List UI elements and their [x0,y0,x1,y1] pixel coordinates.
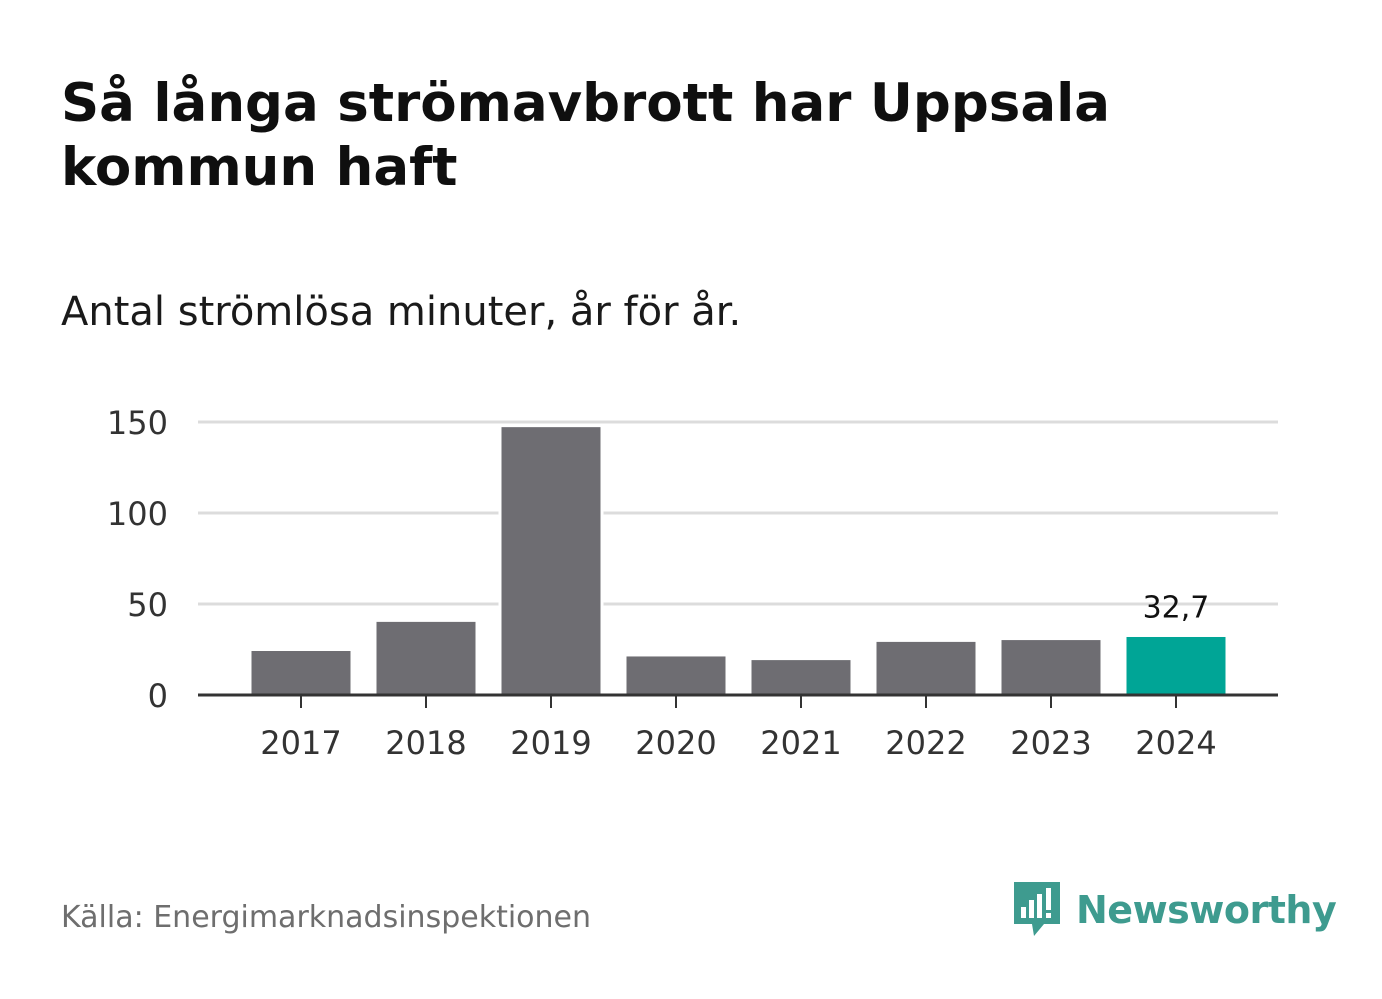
y-tick-label: 100 [107,495,168,533]
bar-2020 [623,653,729,697]
x-tick-label: 2019 [510,724,591,762]
x-tick-label: 2017 [260,724,341,762]
x-tick-label: 2023 [1010,724,1091,762]
x-tick-label: 2024 [1135,724,1216,762]
bar-2018 [373,618,479,697]
data-label: 32,7 [1143,590,1210,625]
x-tick-label: 2022 [885,724,966,762]
chart-subtitle: Antal strömlösa minuter, år för år. [61,289,742,335]
bar-2019 [498,424,604,697]
y-tick-label: 50 [127,586,168,624]
y-tick-label: 150 [107,404,168,442]
x-tick-label: 2018 [385,724,466,762]
brand-logo: Newsworthy [1012,880,1337,940]
bar-2021 [748,657,854,697]
bar-2024 [1123,633,1229,697]
bar-2017 [248,648,354,697]
x-tick-label: 2021 [760,724,841,762]
chart-title: Så långa strömavbrott har Uppsala kommun… [61,73,1111,198]
bar-2023 [998,637,1104,697]
source-note: Källa: Energimarknadsinspektionen [61,900,592,935]
bar-2022 [873,638,979,697]
x-tick-label: 2020 [635,724,716,762]
newsworthy-logo-icon [1014,882,1060,936]
y-tick-label: 0 [148,677,168,715]
brand-name: Newsworthy [1076,888,1337,932]
